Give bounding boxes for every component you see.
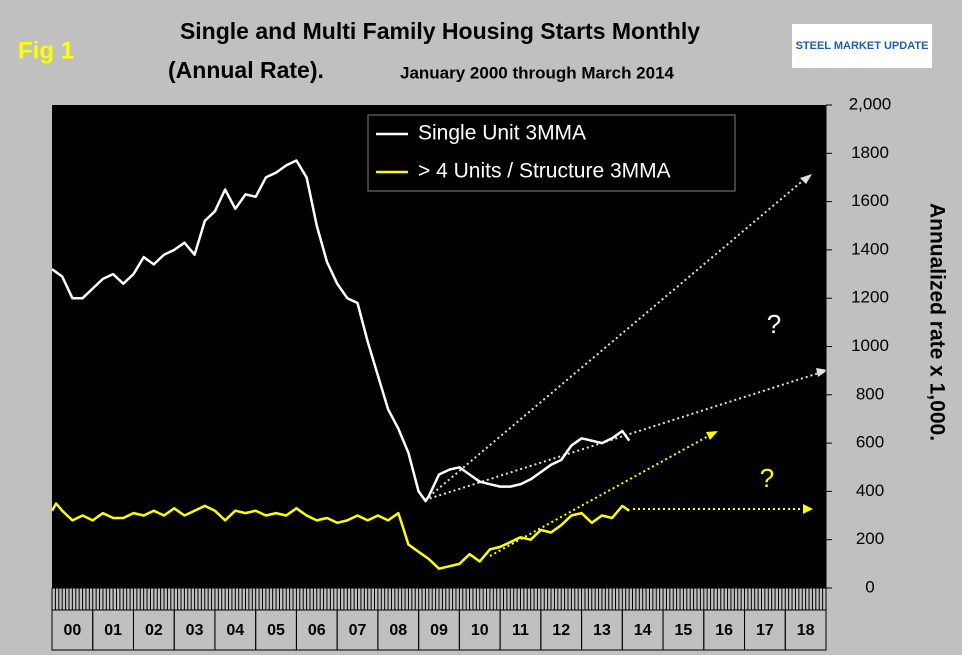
y-axis-label: Annualized rate x 1,000. [925, 203, 948, 441]
y-tick-label: 400 [856, 481, 884, 500]
chart-title-line2: (Annual Rate). [168, 57, 324, 83]
x-tick-label: 16 [715, 622, 733, 639]
legend-label: > 4 Units / Structure 3MMA [418, 160, 671, 183]
x-tick-label: 04 [226, 622, 244, 639]
x-tick-label: 17 [756, 622, 774, 639]
projection-arrows [424, 177, 823, 557]
y-tick-label: 200 [856, 529, 884, 548]
arrow [424, 177, 807, 501]
y-tick-label: 1600 [851, 191, 889, 210]
series-line [50, 502, 630, 570]
x-tick-label: 03 [186, 622, 204, 639]
x-band [784, 609, 827, 651]
y-tick-label: 1400 [851, 239, 889, 258]
arrow-head [800, 174, 812, 184]
legend-label: Single Unit 3MMA [418, 122, 586, 145]
x-tick-label: 07 [349, 622, 367, 639]
annotation: ? [760, 463, 774, 493]
y-tick-label: 1000 [851, 336, 889, 355]
legend [367, 114, 736, 192]
x-tick-label: 11 [512, 622, 529, 639]
x-tick-label: 12 [552, 622, 570, 639]
x-tick-label: 05 [267, 622, 285, 639]
y-tick-label: 600 [856, 433, 884, 452]
y-tick-label: 800 [856, 384, 884, 403]
arrow-head [816, 368, 828, 377]
y-tick-label: 0 [865, 577, 874, 596]
x-tick-label: 00 [63, 622, 81, 639]
x-tick-label: 01 [104, 622, 122, 639]
arrow [489, 433, 713, 557]
x-tick-label: 15 [675, 622, 693, 639]
x-tick-label: 09 [430, 622, 448, 639]
chart-subtitle: January 2000 through March 2014 [400, 63, 675, 82]
y-tick-label: 2,000 [849, 94, 892, 113]
annotation: ? [767, 309, 781, 339]
series-line [51, 159, 631, 503]
arrow-head [803, 504, 813, 514]
x-tick-label: 18 [797, 622, 815, 639]
arrow-head [706, 431, 718, 440]
logo: STEEL MARKET UPDATE [796, 40, 929, 52]
x-tick-label: 13 [593, 622, 611, 639]
logo-box [792, 24, 932, 68]
x-tick-label: 10 [471, 622, 489, 639]
x-tick-label: 08 [389, 622, 407, 639]
x-tick-label: 02 [145, 622, 163, 639]
x-tick-label: 14 [634, 622, 652, 639]
y-tick-label: 1800 [851, 143, 889, 162]
chart-title: Single and Multi Family Housing Starts M… [180, 18, 700, 44]
y-tick-label: 1200 [851, 288, 889, 307]
x-tick-label: 06 [308, 622, 326, 639]
fig-label: Fig 1 [18, 37, 74, 64]
